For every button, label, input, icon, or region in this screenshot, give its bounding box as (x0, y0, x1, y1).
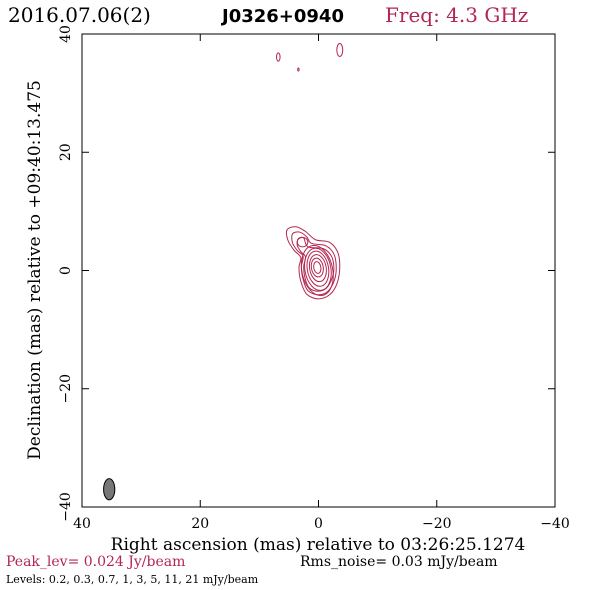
beam-layer (103, 478, 116, 501)
x-tick-label: 20 (191, 516, 209, 532)
contour-levels: Levels: 0.2, 0.3, 0.7, 1, 3, 5, 11, 21 m… (6, 573, 259, 586)
contour-layer (276, 42, 344, 300)
contour-line (306, 250, 330, 287)
plot-frame (81, 33, 556, 508)
y-tick-label: 20 (58, 143, 74, 161)
y-axis-label: Declination (mas) relative to +09:40:13.… (25, 80, 45, 460)
epoch-title: 2016.07.06(2) (8, 3, 151, 27)
contour-line (291, 231, 337, 296)
contour-line (296, 236, 309, 248)
contour-line (276, 52, 281, 62)
x-axis-label: Right ascension (mas) relative to 03:26:… (111, 535, 526, 555)
y-tick-label: −40 (58, 492, 74, 522)
rms-noise: Rms_noise= 0.03 mJy/beam (300, 554, 498, 570)
x-tick-label: −40 (540, 516, 570, 532)
contour-line (285, 226, 341, 300)
contour-line (308, 254, 327, 283)
y-tick-label: 40 (58, 25, 74, 43)
contour-line (297, 67, 300, 72)
x-tick-label: 40 (73, 516, 91, 532)
restoring-beam (103, 478, 116, 501)
peak-level: Peak_lev= 0.024 Jy/beam (6, 554, 185, 570)
contour-line (313, 261, 322, 274)
contour-line (310, 257, 324, 278)
source-name: J0326+0940 (220, 6, 344, 27)
x-tick-label: −20 (422, 516, 452, 532)
x-tick-label: 0 (314, 516, 323, 532)
contour-line (336, 42, 344, 57)
axis-ticks: 40 20 0 −20 −40 −40 −20 0 20 40 (58, 25, 570, 532)
y-tick-label: −20 (58, 374, 74, 404)
y-tick-label: 0 (58, 266, 74, 275)
frequency-label: Freq: 4.3 GHz (385, 3, 528, 27)
